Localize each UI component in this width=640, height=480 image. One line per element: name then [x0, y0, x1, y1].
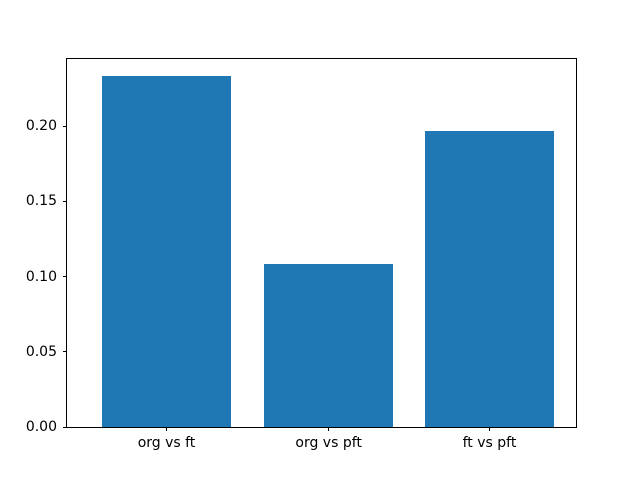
x-tick-mark: [166, 427, 167, 431]
y-tick-label: 0.05: [25, 343, 57, 360]
x-axis: org vs ft org vs pft ft vs pft: [67, 59, 576, 451]
y-axis: 0.00 0.05 0.10 0.15 0.20: [26, 59, 576, 435]
bar-ft-vs-pft: [424, 130, 554, 427]
y-tick-label: 0.10: [25, 268, 57, 285]
bar-org-vs-ft: [102, 75, 231, 427]
x-tick-mark: [328, 427, 330, 431]
y-tick-mark: [63, 351, 67, 353]
x-tick-label: org vs ft: [137, 435, 196, 451]
x-tick-label: org vs pft: [295, 435, 362, 451]
y-tick-label: 0.20: [25, 118, 57, 135]
bar-org-vs-pft: [264, 264, 394, 427]
y-tick-mark: [63, 200, 67, 202]
y-tick-label: 0.00: [25, 419, 57, 435]
y-tick-mark: [63, 276, 67, 278]
y-tick-mark: [63, 125, 67, 127]
x-tick-label: ft vs pft: [462, 435, 517, 451]
y-tick-label: 0.15: [25, 193, 57, 210]
plot-area: 0.00 0.05 0.10 0.15 0.20 org vs ft org vs pft…: [26, 58, 577, 451]
x-tick-mark: [488, 427, 490, 431]
bars-layer: [67, 59, 576, 427]
y-tick-mark: [63, 426, 67, 428]
